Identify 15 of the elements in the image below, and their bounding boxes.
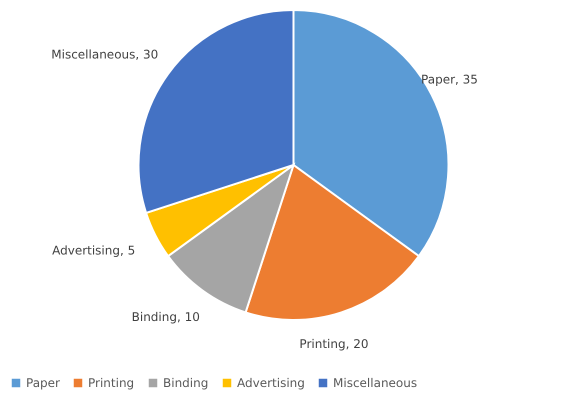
slice-label: Printing bbox=[299, 336, 346, 351]
slice-label: Advertising bbox=[52, 243, 120, 258]
data-label: , 5 bbox=[120, 243, 136, 258]
data-label: , 20 bbox=[346, 336, 368, 351]
legend-label: Paper bbox=[26, 376, 60, 390]
data-label: , 35 bbox=[455, 72, 478, 87]
legend-label: Printing bbox=[88, 376, 134, 390]
data-label: , 10 bbox=[176, 310, 200, 324]
data-label: , 30 bbox=[135, 47, 158, 62]
legend-label: Advertising bbox=[237, 376, 305, 390]
slice-label: Binding bbox=[132, 310, 177, 324]
legend-label: Binding bbox=[163, 376, 208, 390]
slice-label: Miscellaneous bbox=[51, 47, 136, 62]
slice-label: Paper bbox=[421, 72, 456, 87]
legend-label: Miscellaneous bbox=[333, 376, 418, 390]
